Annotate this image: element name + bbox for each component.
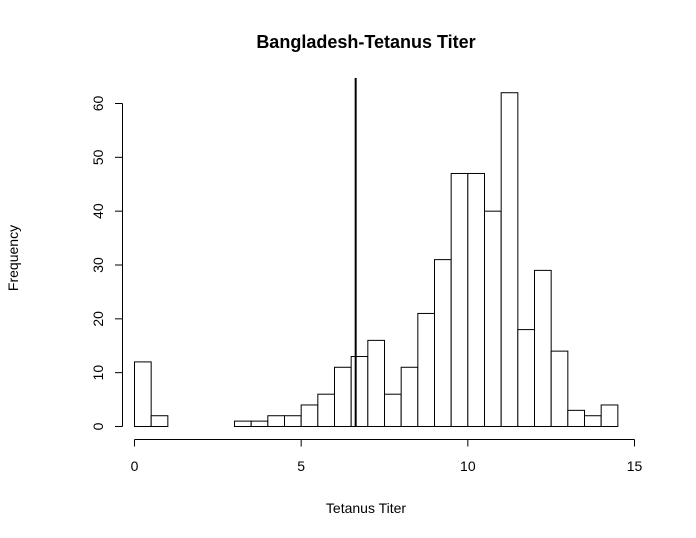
- histogram-bar: [250, 420, 269, 427]
- histogram-bar: [234, 420, 252, 427]
- histogram-bar: [417, 312, 435, 428]
- x-tick-label: 10: [460, 458, 476, 474]
- y-tick-label: 0: [90, 422, 106, 430]
- histogram-bar: [467, 172, 485, 427]
- histogram-bar: [150, 415, 169, 428]
- y-axis-label: Frequency: [5, 225, 21, 291]
- y-tick-label: 30: [90, 257, 106, 273]
- x-tick-label: 15: [627, 458, 643, 474]
- x-tick-label: 5: [297, 458, 305, 474]
- chart-title: Bangladesh-Tetanus Titer: [256, 32, 475, 52]
- histogram-bar: [334, 366, 352, 427]
- histogram-bar: [434, 259, 452, 427]
- histogram-bar: [500, 92, 519, 427]
- histogram-bar: [567, 409, 586, 428]
- histogram-bar: [384, 393, 402, 428]
- y-tick-label: 60: [90, 96, 106, 112]
- x-axis: 0 5 10 15: [131, 439, 643, 474]
- histogram-bar: [350, 356, 369, 427]
- y-tick-label: 10: [90, 365, 106, 381]
- y-tick-label: 40: [90, 203, 106, 219]
- x-tick-label: 0: [131, 458, 139, 474]
- histogram-bar: [317, 393, 335, 428]
- histogram-bar: [534, 269, 552, 427]
- x-axis-label: Tetanus Titer: [326, 500, 406, 516]
- histogram-bar: [367, 339, 385, 427]
- histogram-bar: [517, 329, 536, 428]
- y-axis: 0 10 20 30 40 50 60: [90, 96, 123, 430]
- histogram-bar: [300, 404, 319, 428]
- histogram-bar: [400, 366, 419, 427]
- histogram-bar: [484, 210, 502, 427]
- histogram-bar: [450, 172, 469, 427]
- histogram-bar: [584, 415, 602, 428]
- histogram-bar: [284, 415, 302, 428]
- histogram-bar: [600, 404, 619, 428]
- histogram-bar: [267, 415, 285, 428]
- bars-group: [134, 92, 619, 428]
- y-tick-label: 20: [90, 311, 106, 327]
- y-tick-label: 50: [90, 149, 106, 165]
- histogram-bar: [550, 350, 569, 428]
- histogram-bar: [134, 361, 152, 427]
